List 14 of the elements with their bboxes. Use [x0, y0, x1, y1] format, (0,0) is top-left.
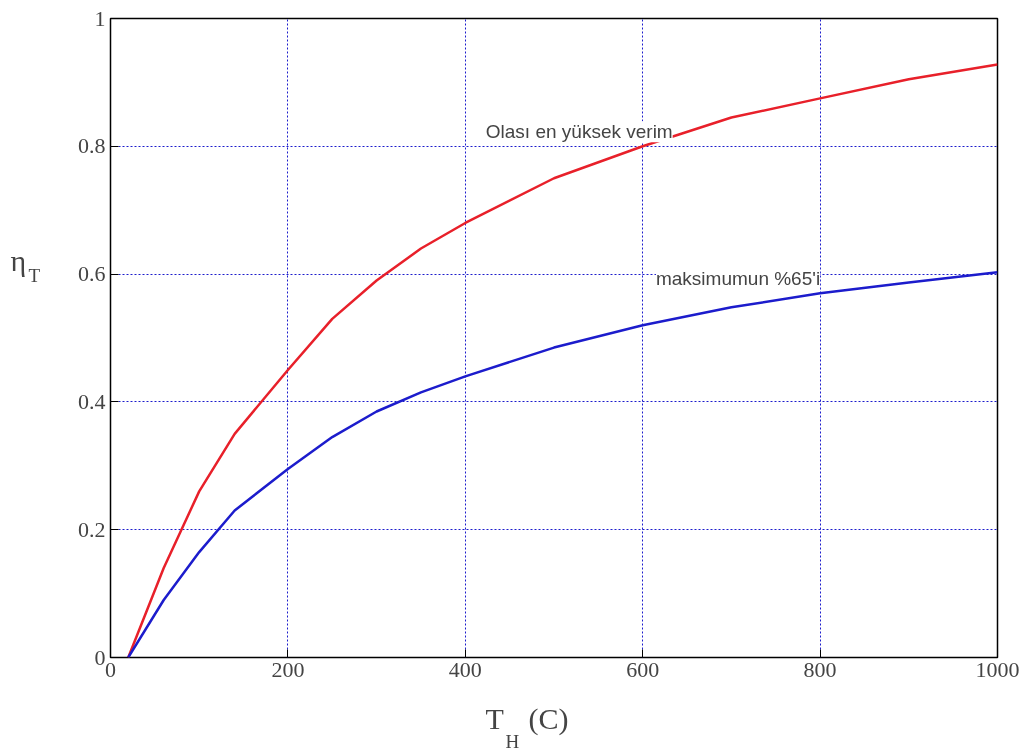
x-tick-label: 600 [626, 656, 660, 682]
x-tick-label: 800 [803, 656, 837, 682]
y-tick-label: 0.2 [78, 516, 106, 542]
annotation: maksimumun %65'i [655, 268, 821, 290]
y-tick-label: 0.8 [78, 133, 106, 159]
y-tick-label: 0.6 [78, 261, 106, 287]
x-tick-label: 1000 [975, 656, 1020, 682]
x-axis-title: TH (C) [485, 701, 569, 752]
y-tick-label: 0.4 [78, 388, 106, 414]
x-tick-label: 200 [271, 656, 305, 682]
x-tick-label: 400 [448, 656, 482, 682]
y-tick-label: 1 [94, 5, 106, 31]
annotation: Olası en yüksek verim [485, 121, 673, 143]
line-series [126, 63, 998, 658]
